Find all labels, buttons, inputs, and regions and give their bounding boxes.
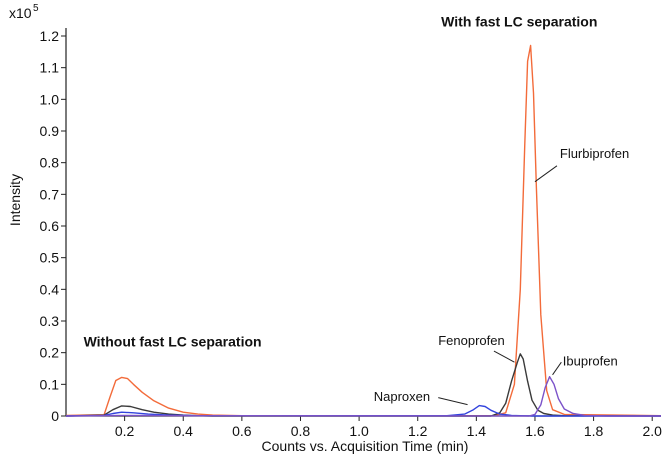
y-tick-label: 0.7 [40, 186, 60, 202]
x-tick-label: 1.2 [408, 423, 428, 439]
annotation-label: Fenoprofen [438, 333, 505, 348]
y-tick-label: 0.3 [40, 313, 60, 329]
x-tick-label: 1.6 [525, 423, 545, 439]
annotation-label: With fast LC separation [441, 14, 597, 30]
x-tick-label: 0.8 [291, 423, 311, 439]
y-tick-label: 0.8 [40, 155, 60, 171]
annotation-label: Ibuprofen [563, 353, 618, 368]
annotation-leader-line [493, 350, 515, 363]
y-tick-label: 1.0 [40, 91, 60, 107]
x-tick-label: 0.2 [115, 423, 135, 439]
y-tick-label: 0.9 [40, 123, 60, 139]
series-line-4 [65, 376, 661, 417]
y-tick-label: 0.6 [40, 218, 60, 234]
annotation-label: Flurbiprofen [560, 146, 629, 161]
series-lines [65, 44, 662, 417]
annotation-label: Without fast LC separation [84, 333, 262, 349]
y-tick-label: 0 [51, 408, 59, 424]
y-tick-label: 0.2 [40, 345, 60, 361]
y-axis-title: Intensity [7, 174, 23, 226]
y-tick-label: 0.1 [40, 376, 60, 392]
y-tick-label: 1.2 [40, 28, 60, 44]
x-tick-label: 2.0 [642, 423, 662, 439]
x-tick-label: 1.0 [349, 423, 369, 439]
y-multiplier-base: x10 [9, 5, 32, 21]
y-multiplier-exponent: 5 [33, 3, 39, 14]
annotation-leader-line [438, 397, 468, 406]
axis-ticks: 0.2 0.4 0.6 0.8 1.0 1.2 1.4 1.6 1.8 2.0 0 0.1 0.2 0.3… [40, 28, 663, 439]
annotation-leader-line [534, 165, 558, 183]
x-tick-label: 0.6 [232, 423, 252, 439]
x-tick-label: 1.8 [584, 423, 604, 439]
y-tick-label: 0.5 [40, 250, 60, 266]
annotation-leader-line [552, 361, 562, 376]
annotations: With fast LC separation Without fast LC s… [84, 14, 629, 406]
annotation-label: Naproxen [374, 389, 430, 404]
y-tick-label: 1.1 [40, 60, 60, 76]
x-axis-title: Counts vs. Acquisition Time (min) [262, 438, 469, 454]
x-tick-label: 1.4 [467, 423, 487, 439]
x-tick-label: 0.4 [174, 423, 194, 439]
y-tick-label: 0.4 [40, 281, 60, 297]
y-axis-multiplier: x10 5 [9, 3, 39, 21]
